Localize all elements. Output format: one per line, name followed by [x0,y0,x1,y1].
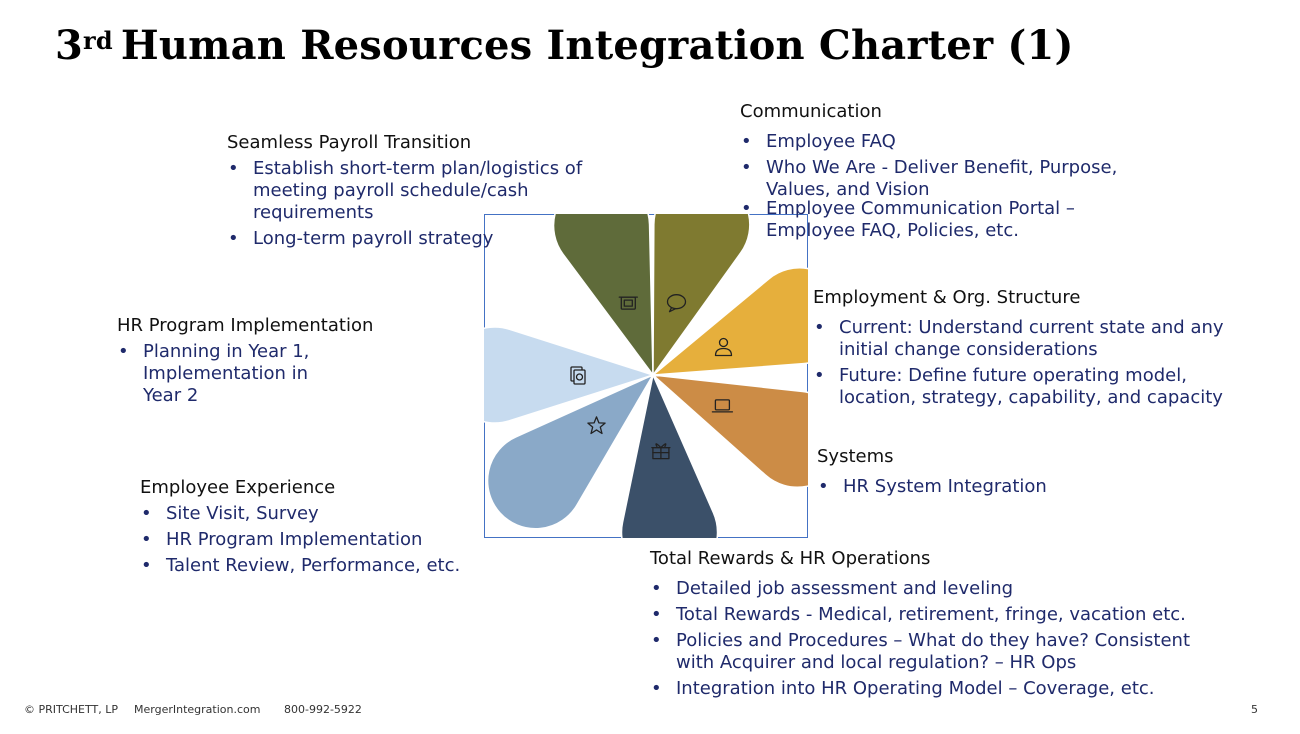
communication-heading: Communication [740,101,882,122]
footer-website: MergerIntegration.com [134,703,261,716]
hr-program-bullet-1: Planning in Year 1, Implementation in Ye… [117,341,343,407]
laptop-icon [711,399,734,413]
employee-experience-bullet-1: Site Visit, Survey [140,503,480,525]
title-ordinal-number: 3 [55,22,84,69]
page-number: 5 [1251,703,1258,716]
person-icon [714,337,733,357]
employment-bullet-1: Current: Understand current state and an… [813,317,1243,361]
employee-experience-heading: Employee Experience [140,477,336,498]
star-icon [587,416,606,435]
chat-bubble-icon [666,294,687,313]
hr-program-heading: HR Program Implementation [117,315,374,336]
employee-experience-section: Employee Experience Site Visit, Survey H… [140,477,480,581]
employment-bullet-2: Future: Define future operating model, l… [813,365,1243,409]
title-text: Human Resources Integration Charter (1) [120,22,1074,69]
footer-phone: 800-992-5922 [284,703,362,716]
systems-section: Systems HR System Integration [817,446,1117,502]
petal-total-rewards [620,372,719,538]
payroll-heading: Seamless Payroll Transition [227,132,472,153]
documents-icon [570,366,586,385]
payroll-bullet-1: Establish short-term plan/logistics of m… [227,158,627,224]
communication-bullet-3: Employee Communication Portal – Employee… [740,198,1160,242]
total-rewards-section: Total Rewards & HR Operations Detailed j… [650,548,1225,704]
total-rewards-bullet-2: Total Rewards - Medical, retirement, fri… [650,604,1225,626]
employment-section: Employment & Org. Structure Current: Und… [813,287,1243,413]
payroll-section: Seamless Payroll Transition Establish sh… [227,132,627,254]
petal-employment [650,267,808,376]
total-rewards-bullet-1: Detailed job assessment and leveling [650,578,1225,600]
petal-diagram [484,214,808,538]
total-rewards-heading: Total Rewards & HR Operations [650,548,931,569]
page-title: 3rd Human Resources Integration Charter (… [55,22,1074,69]
petal-systems [650,373,808,489]
systems-bullet-1: HR System Integration [817,476,1117,498]
gift-icon [651,443,671,460]
total-rewards-bullet-3: Policies and Procedures – What do they h… [650,630,1225,674]
title-ordinal-suffix: rd [83,26,113,55]
footer-copyright: © PRITCHETT, LP [24,703,118,716]
employee-experience-bullet-2: HR Program Implementation [140,529,480,551]
employee-experience-bullet-3: Talent Review, Performance, etc. [140,555,480,577]
atm-icon [618,296,638,310]
total-rewards-bullet-4: Integration into HR Operating Model – Co… [650,678,1225,700]
petal-employee-experience [486,373,655,530]
hr-program-section: HR Program Implementation Planning in Ye… [117,315,437,411]
communication-section: Communication Employee FAQ Who We Are - … [740,101,1160,246]
employment-heading: Employment & Org. Structure [813,287,1081,308]
communication-bullet-1: Employee FAQ [740,131,1160,153]
payroll-bullet-2: Long-term payroll strategy [227,228,627,250]
petal-hr-program [484,326,656,424]
communication-bullet-2: Who We Are - Deliver Benefit, Purpose, V… [740,157,1160,201]
systems-heading: Systems [817,446,894,467]
